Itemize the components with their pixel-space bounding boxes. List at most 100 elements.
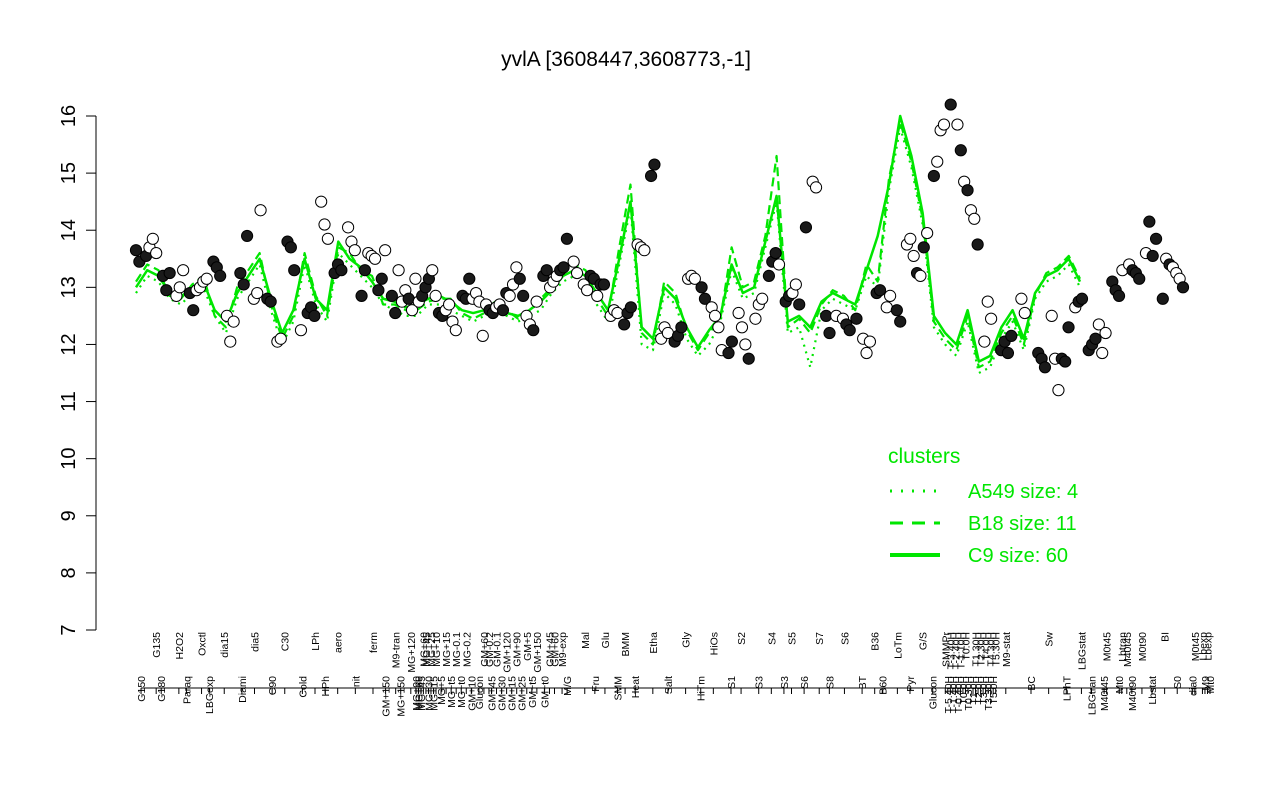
data-point [177,264,190,277]
data-point [372,284,385,297]
x-tick-label: G180 [156,676,168,702]
x-tick-label: MG+15 [441,632,453,667]
data-point [264,295,277,308]
data-point [449,324,462,337]
data-point [890,304,903,317]
x-tick-label: M40t45 [1122,632,1134,667]
chart-title: yvlA [3608447,3608773,-1] [501,48,751,71]
data-point [274,332,287,345]
x-tick-label: MG+60 [413,676,425,711]
data-point [254,204,267,217]
data-point [907,249,920,263]
data-point [1156,292,1169,305]
x-tick-label: MG+150 [396,676,408,717]
data-point [951,118,964,131]
cluster-line-c9 [134,114,1082,363]
y-axis: 7 8 9 10 11 12 13 14 15 16 [58,105,97,636]
x-tick-label: Gly [681,631,693,648]
y-tick-label: 8 [58,567,80,578]
x-tick-label: Glucon [474,676,486,709]
x-tick-label: S4 [766,632,778,645]
data-point [618,318,631,331]
x-tick-label: GM+5 [522,632,534,661]
data-point [762,269,776,283]
data-point [971,238,984,251]
data-point [884,289,897,302]
data-point [1059,355,1072,368]
data-point [1045,309,1058,322]
data-point [517,289,530,302]
x-tick-label: MG+90 [411,676,423,711]
data-point [355,289,368,302]
data-point [389,306,402,320]
x-tick-label: S0 [1172,676,1184,689]
x-tick-label: GM+120 [502,632,514,673]
x-tick-label: M/G [562,676,574,696]
x-tick-label: BT [857,675,869,689]
data-point [251,286,264,300]
x-tick-label: M40t45 [1099,676,1111,711]
x-tick-label: nit [350,676,362,687]
data-point [426,264,439,277]
x-tick-label: M0t45 [1190,632,1202,661]
x-tick-label: MG-0.2 [461,632,473,667]
data-point [463,272,476,285]
x-tick-label: Glu [600,632,612,649]
data-point [931,155,944,168]
data-point [978,335,991,348]
data-point [1096,346,1109,360]
data-point [749,312,762,325]
x-tick-label: Mal [580,632,592,649]
data-point [214,269,227,283]
x-tick-label: GM+45 [544,632,556,667]
x-tick-label: Lbstat [1147,676,1159,705]
x-tick-label: MG+120 [406,632,418,673]
legend-label-a549: A549 size: 4 [968,481,1078,503]
data-point [1018,306,1031,320]
data-point [823,326,836,340]
x-tick-label: S5 [786,632,798,645]
data-point [557,261,570,274]
data-point [735,321,749,334]
y-tick-label: 9 [58,510,80,521]
data-point [1149,232,1163,245]
legend-title: clusters [888,445,960,468]
x-tick-label: GM+150 [532,632,544,673]
x-tick-label: dia5 [249,632,261,652]
x-tick-label: HiTm [696,676,708,701]
x-tick-label: T-2.40H [950,632,962,669]
x-tick-label: T2.30H [976,632,988,666]
data-point [937,118,951,131]
x-tick-label: MG+45 [421,632,433,667]
data-point [1099,326,1112,340]
x-tick-label: MG+60 [418,632,430,667]
data-point [772,258,786,271]
data-point [789,278,802,291]
x-tick-label: BC [1026,676,1038,691]
x-tick-label: G/S [918,632,930,650]
x-tick-label: T0.0H [958,676,970,705]
x-tick-label: MG+10 [431,632,443,667]
x-tick-label: B36 [870,632,882,651]
x-tick-label: T-1.10H [955,632,967,669]
data-point [540,264,553,277]
data-point [914,269,927,283]
data-point [927,169,940,183]
x-tick-label: MG-0.1 [451,632,463,667]
y-tick-label: 7 [58,624,80,635]
x-tick-label: M0t90 [1137,632,1149,661]
x-tick-label: M9 [1200,676,1212,691]
x-tick-label: GM+150 [381,676,393,717]
x-tick-label: GM+30 [497,676,509,711]
x-tick-label: Cold [297,676,309,698]
data-point [921,226,934,240]
y-tick-label: 16 [58,105,80,127]
y-tick-label: 15 [58,162,80,184]
data-point [405,304,419,317]
x-tick-label: LPh [310,632,322,651]
data-point [1038,361,1052,374]
x-tick-label: B60 [877,676,889,695]
x-tick-label: M0t45 [1102,632,1114,661]
data-point [530,295,543,308]
